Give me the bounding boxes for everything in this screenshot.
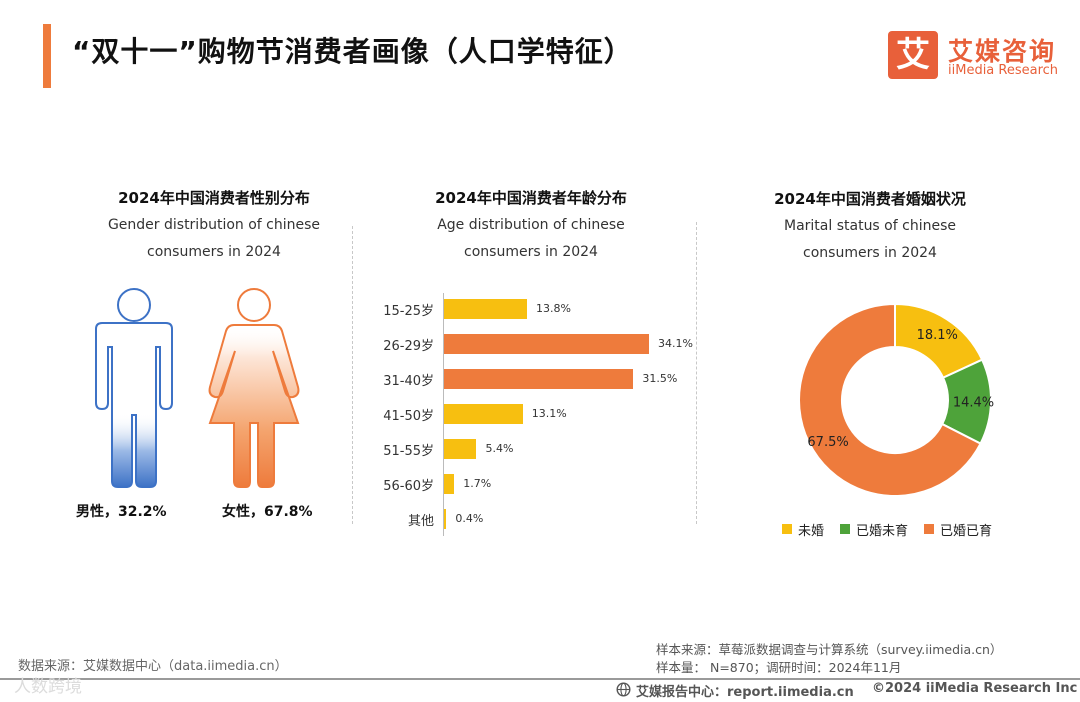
age-bar <box>444 299 527 319</box>
marital-panel-subtitle: Marital status of chinese consumers in 2… <box>784 218 956 261</box>
legend-swatch <box>840 524 851 534</box>
marital-panel-title: 2024年中国消费者婚姻状况 <box>774 190 966 208</box>
gender-panel-subtitle: Gender distribution of chinese consumers… <box>107 217 321 260</box>
page-title: “双十一”购物节消费者画像（人口学特征） <box>72 35 633 68</box>
age-bar <box>444 439 477 459</box>
age-value-label: 31.5% <box>642 372 678 385</box>
legend-item: 已婚未育 <box>840 519 908 539</box>
panel-divider-right <box>696 222 697 524</box>
age-category-label: 26-29岁 <box>383 339 434 354</box>
age-panel-title: 2024年中国消费者年龄分布 <box>435 189 627 207</box>
female-figure-icon <box>208 288 300 488</box>
donut-value-label: 14.4% <box>953 395 994 410</box>
age-bar <box>444 334 649 354</box>
age-value-label: 13.1% <box>531 407 567 420</box>
gender-panel-title: 2024年中国消费者性别分布 <box>118 189 310 207</box>
age-bar <box>444 509 447 529</box>
age-axis-line <box>443 293 444 536</box>
watermark-text: 人数跨境 <box>14 677 82 697</box>
marital-donut-chart: 18.1% 14.4% 67.5% <box>798 303 994 497</box>
age-bar <box>444 474 455 494</box>
sample-size-note: 样本量： N=870；调研时间：2024年11月 <box>656 660 902 675</box>
copyright-text: ©2024 iiMedia Research Inc <box>872 681 1078 696</box>
female-share-label: 女性，67.8% <box>222 504 313 520</box>
age-bar <box>444 404 523 424</box>
legend-swatch <box>924 524 935 534</box>
age-bar <box>444 369 634 389</box>
brand-name-cn: 艾媒咨询 <box>948 37 1057 66</box>
age-category-label: 56-60岁 <box>383 479 434 494</box>
age-category-label: 41-50岁 <box>383 409 434 424</box>
title-accent-bar <box>43 24 51 88</box>
legend-label: 已婚已育 <box>940 523 993 539</box>
panel-divider-left <box>352 226 353 524</box>
legend-item: 已婚已育 <box>924 519 992 539</box>
age-value-label: 34.1% <box>658 337 693 350</box>
marital-legend: 未婚 已婚未育 已婚已育 <box>782 519 1042 539</box>
male-share-label: 男性，32.2% <box>76 504 167 520</box>
donut-value-label: 67.5% <box>807 435 848 450</box>
age-value-label: 5.4% <box>485 442 514 455</box>
legend-item: 未婚 <box>782 519 824 539</box>
legend-swatch <box>782 524 792 534</box>
footer-rule <box>0 678 1080 680</box>
male-figure-icon <box>95 288 173 488</box>
age-category-label: 其他 <box>407 514 434 529</box>
legend-label: 已婚未育 <box>856 523 909 539</box>
donut-value-label: 18.1% <box>917 328 958 343</box>
brand-name-en: iiMedia Research <box>948 63 1059 78</box>
age-panel-subtitle: Age distribution of chinese consumers in… <box>437 217 625 260</box>
donut-slice <box>798 303 982 497</box>
age-category-label: 51-55岁 <box>383 444 434 459</box>
age-category-label: 31-40岁 <box>383 374 434 389</box>
age-value-label: 0.4% <box>455 512 484 525</box>
gender-figures <box>95 288 300 488</box>
sample-source-note: 样本来源：草莓派数据调查与计算系统（survey.iimedia.cn） <box>656 642 1003 657</box>
age-value-label: 1.7% <box>463 477 492 490</box>
legend-label: 未婚 <box>798 523 825 539</box>
report-center-link[interactable]: 艾媒报告中心：report.iimedia.cn <box>636 685 854 700</box>
age-value-label: 13.8% <box>535 302 571 315</box>
age-category-label: 15-25岁 <box>383 304 434 319</box>
data-source-note: 数据来源：艾媒数据中心（data.iimedia.cn） <box>18 659 288 674</box>
brand-logo-icon: 艾 <box>888 31 938 79</box>
globe-icon <box>616 682 631 697</box>
